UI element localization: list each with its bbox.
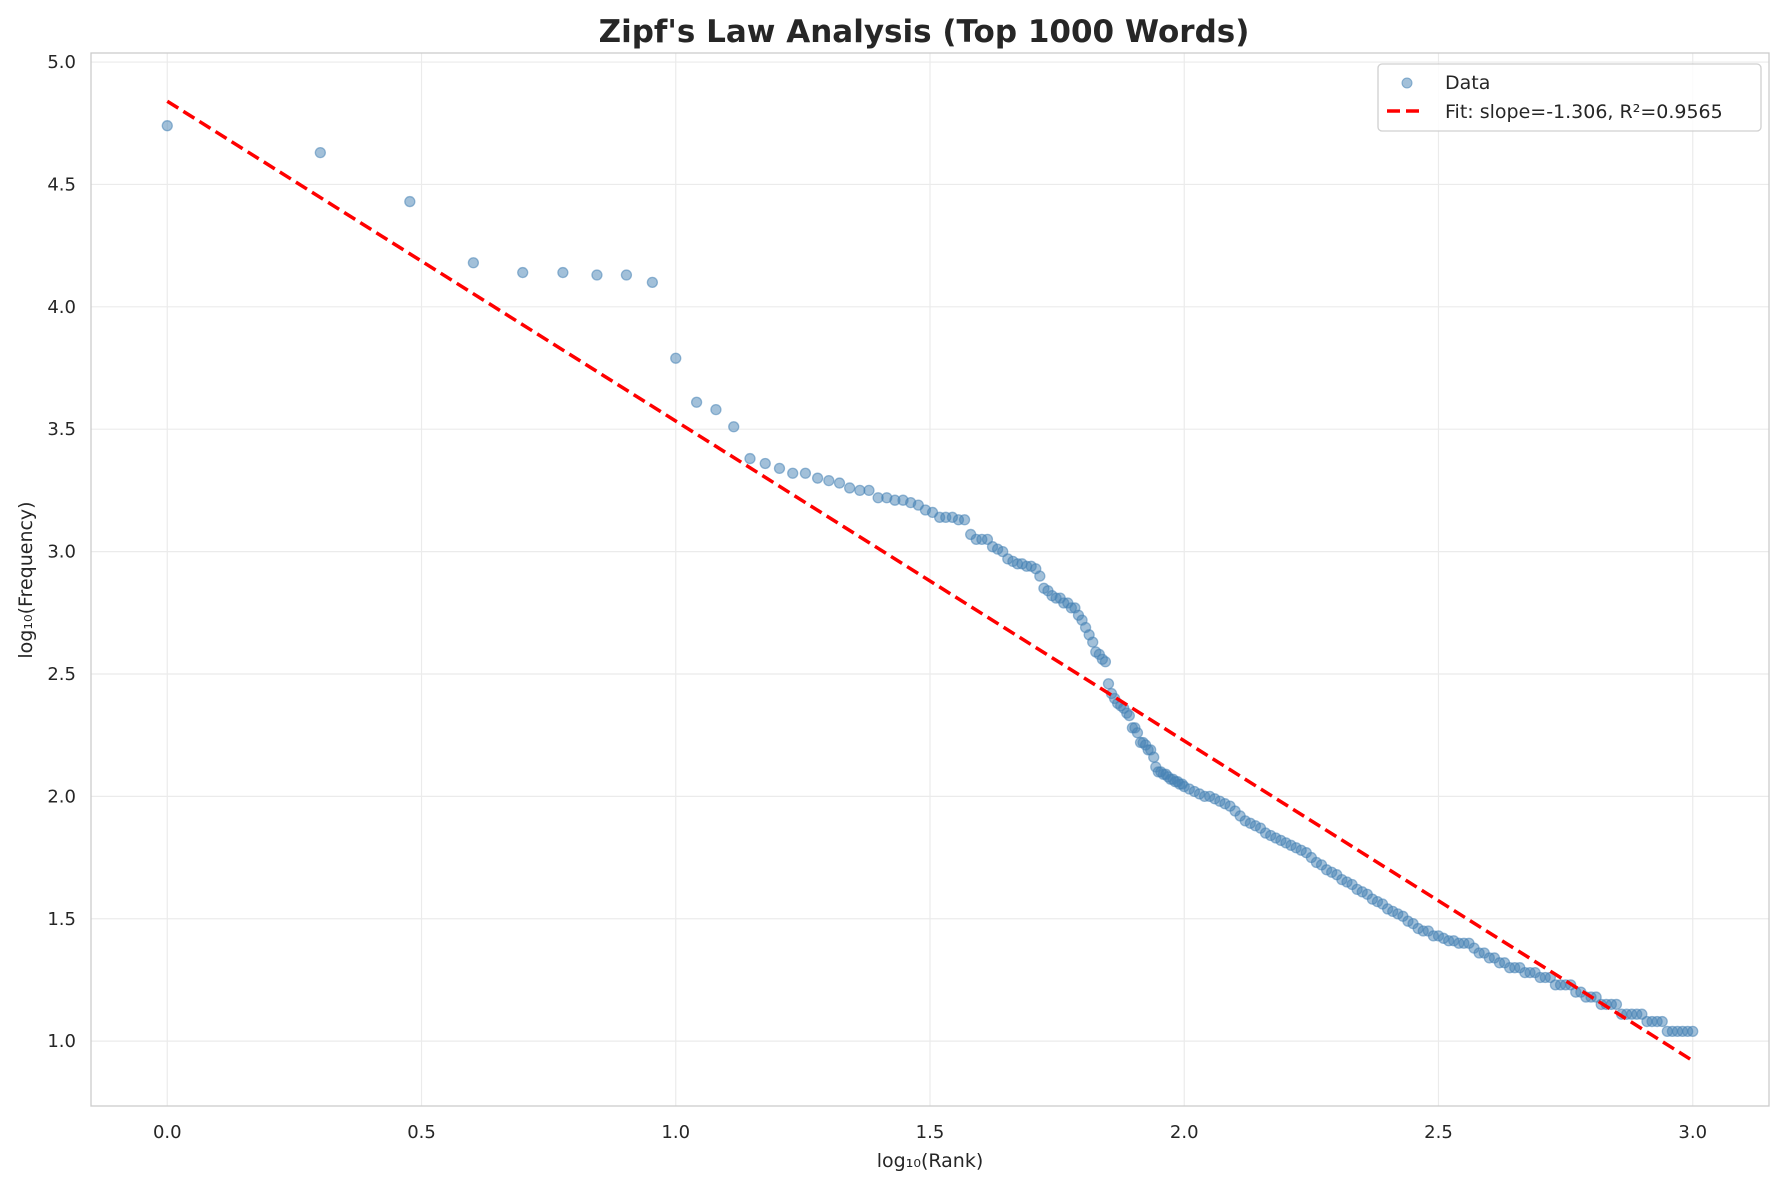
y-tick-label: 3.5: [47, 419, 76, 440]
data-point: [467, 257, 480, 269]
data-point: [799, 467, 812, 479]
x-tick-label: 1.0: [661, 1122, 690, 1143]
data-point: [787, 467, 799, 479]
grid-lines: [91, 53, 1769, 1106]
data-point: [646, 276, 659, 288]
data-point: [314, 146, 326, 159]
x-tick-label: 1.5: [916, 1122, 945, 1143]
data-point: [557, 266, 569, 279]
y-tick-label: 4.5: [47, 174, 76, 195]
chart-title: Zipf's Law Analysis (Top 1000 Words): [599, 14, 1250, 50]
y-tick-label: 2.5: [47, 664, 76, 685]
data-point: [833, 477, 846, 489]
plot-frame: [90, 52, 1770, 1107]
y-axis-label: log₁₀(Frequency): [15, 501, 37, 658]
data-point: [728, 421, 740, 433]
y-tick-label: 5.0: [47, 52, 76, 73]
data-point: [759, 457, 771, 470]
data-point: [591, 269, 603, 281]
x-tick-label: 3.0: [1678, 1122, 1707, 1143]
data-point: [620, 269, 633, 281]
x-tick-label: 2.5: [1424, 1122, 1453, 1143]
data-points: [161, 120, 1699, 1037]
data-point: [670, 352, 682, 364]
data-point: [1610, 998, 1623, 1011]
legend-data-label: Data: [1445, 72, 1490, 94]
data-point: [710, 403, 722, 416]
data-point: [1087, 636, 1099, 648]
y-tick-label: 3.0: [47, 542, 76, 563]
legend-box: [1377, 63, 1762, 132]
fit-line: [166, 99, 1694, 1063]
legend-fit-label: Fit: slope=-1.306, R²=0.9565: [1445, 101, 1723, 123]
data-point: [1687, 1025, 1699, 1037]
legend: Data Fit: slope=-1.306, R²=0.9565: [1377, 63, 1762, 132]
data-point: [744, 452, 756, 465]
y-tick-label: 2.0: [47, 786, 76, 807]
x-tick-label: 2.0: [1170, 1122, 1199, 1143]
data-point: [1131, 727, 1144, 739]
y-tick-label: 4.0: [47, 297, 76, 318]
data-point: [844, 482, 856, 494]
data-point: [1099, 656, 1112, 668]
y-tick-label: 1.5: [47, 909, 76, 930]
data-point: [854, 484, 866, 497]
data-point: [958, 514, 971, 526]
data-point: [517, 266, 529, 279]
y-tick-label: 1.0: [47, 1031, 76, 1052]
data-point: [823, 474, 835, 487]
x-tick-labels: 0.0 0.5 1.0 1.5 2.0 2.5 3.0: [153, 1122, 1707, 1143]
x-tick-label: 0.0: [153, 1122, 182, 1143]
data-point: [863, 484, 875, 497]
x-tick-label: 0.5: [407, 1122, 436, 1143]
data-point: [161, 120, 173, 132]
data-point: [1656, 1015, 1668, 1028]
data-point: [404, 195, 416, 208]
data-point: [1148, 751, 1160, 763]
data-point: [1123, 709, 1135, 722]
data-point: [1034, 570, 1046, 582]
data-point: [690, 396, 703, 408]
y-tick-labels: 1.0 1.5 2.0 2.5 3.0 3.5 4.0 4.5 5.0: [47, 52, 76, 1052]
legend-data-marker: [1401, 77, 1413, 89]
data-point: [773, 462, 786, 475]
data-point: [1102, 678, 1115, 690]
data-point: [811, 472, 824, 484]
x-axis-label: log₁₀(Rank): [877, 1150, 984, 1172]
